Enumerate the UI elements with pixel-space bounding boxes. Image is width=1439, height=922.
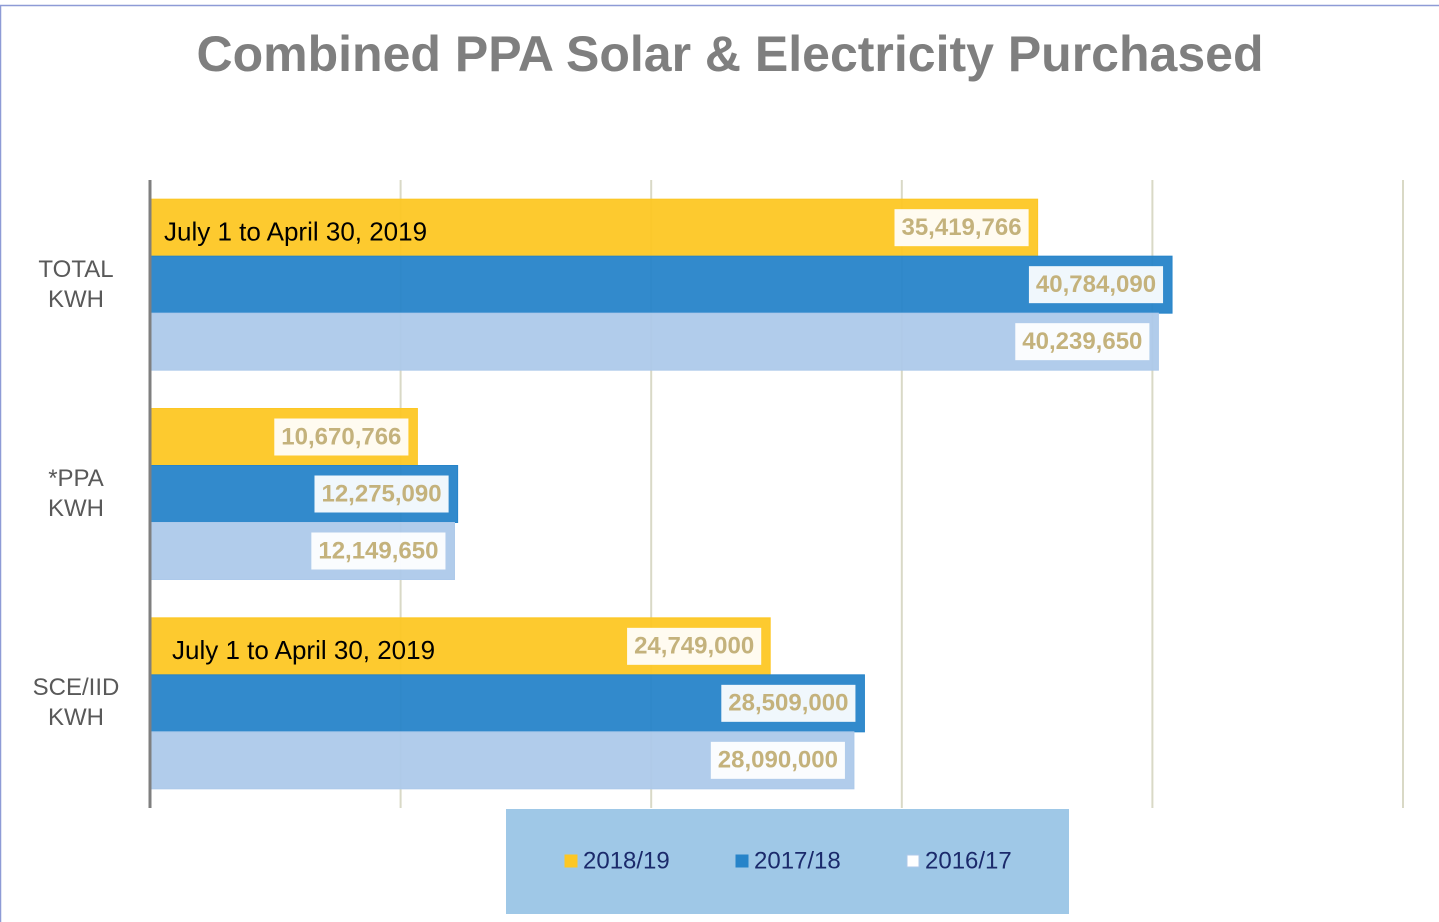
legend-swatch <box>735 854 749 868</box>
value-label: 12,275,090 <box>321 480 441 507</box>
value-label: 35,419,766 <box>901 214 1021 241</box>
legend-box <box>506 809 1069 914</box>
value-labels: 35,419,766 40,784,090 40,239,650 10,670,766… <box>274 209 1164 779</box>
value-label: 40,784,090 <box>1036 271 1156 298</box>
value-label-bg <box>311 532 446 570</box>
bar <box>149 198 1039 257</box>
legend-swatch <box>564 854 578 868</box>
legend-label: 2017/18 <box>754 847 841 874</box>
value-label: 10,670,766 <box>281 423 401 450</box>
value-label-bg <box>721 684 856 722</box>
value-label-bg <box>1028 266 1164 304</box>
value-label-bg <box>627 627 762 665</box>
value-label-bg <box>710 741 845 779</box>
value-label-bg <box>894 209 1029 247</box>
value-label: 12,149,650 <box>318 537 438 564</box>
bars <box>149 198 1173 790</box>
legend-swatch <box>906 854 920 868</box>
annotation: July 1 to April 30, 2019 <box>172 635 435 665</box>
legend-label: 2016/17 <box>925 847 1012 874</box>
y-tick-label: SCE/IID KWH <box>32 674 120 732</box>
chart-border <box>0 4 1439 922</box>
value-label: 28,509,000 <box>728 690 848 717</box>
value-label: 24,749,000 <box>634 633 754 660</box>
chart-title: Combined PPA Solar & Electricity Purchas… <box>197 26 1264 82</box>
legend-label: 2018/19 <box>583 847 670 874</box>
y-tick-label: *PPA KWH <box>48 465 104 522</box>
value-label-bg <box>274 418 409 456</box>
value-label-bg <box>1015 323 1150 361</box>
bar <box>149 312 1159 371</box>
value-label: 40,239,650 <box>1022 328 1142 355</box>
bar <box>149 255 1173 314</box>
value-label-bg <box>314 475 449 513</box>
value-label: 28,090,000 <box>718 747 838 774</box>
y-tick-label: TOTAL KWH <box>38 255 114 313</box>
annotation: July 1 to April 30, 2019 <box>164 217 427 247</box>
